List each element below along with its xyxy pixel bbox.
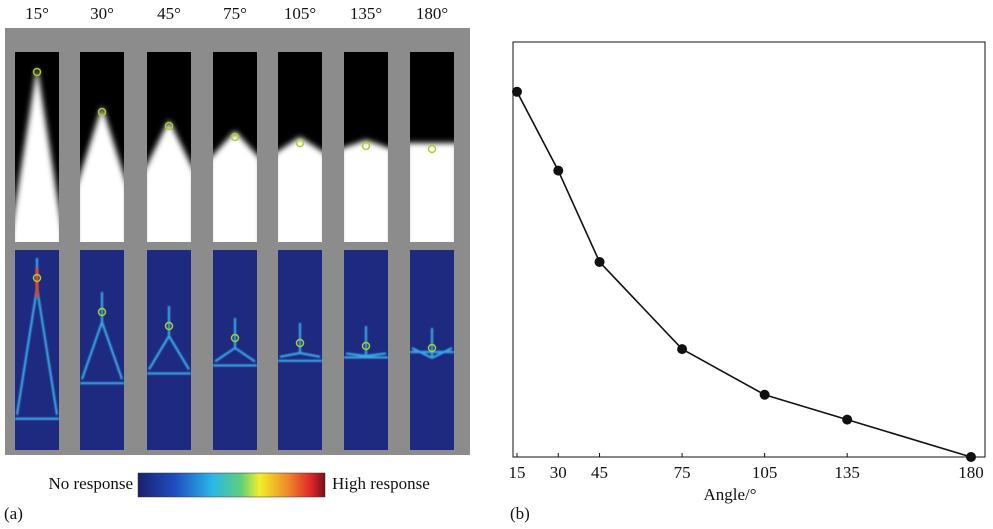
angle-label: 180° (416, 4, 448, 23)
edge-image (15, 52, 59, 242)
image-columns (15, 52, 454, 450)
detected-apex (97, 107, 107, 117)
response-bg (147, 250, 191, 450)
white-region (147, 120, 191, 242)
detected-apex (361, 141, 371, 151)
x-tick-label: 75 (674, 463, 691, 482)
response-lines (410, 328, 454, 359)
white-region (80, 106, 124, 242)
colorbar-high-label: High response (332, 474, 430, 493)
angle-label: 30° (90, 4, 114, 23)
response-lines (213, 318, 257, 367)
image-content (147, 52, 191, 242)
response-bg (213, 250, 257, 450)
edge-image (213, 52, 257, 242)
response-apex (295, 338, 305, 348)
response-lines (278, 323, 322, 362)
detected-apex (32, 67, 42, 77)
x-tick-label: 105 (752, 463, 778, 482)
data-point (553, 165, 564, 176)
response-lines (147, 306, 191, 375)
response-bg (80, 250, 124, 450)
x-tick-label: 15 (509, 463, 526, 482)
x-tick-label: 180 (958, 463, 984, 482)
response-apex (32, 273, 42, 283)
data-point (594, 256, 605, 267)
response-apex (361, 341, 371, 351)
data-point (512, 86, 522, 97)
data-point (842, 414, 853, 425)
edge-image (80, 52, 124, 242)
response-lines (80, 292, 124, 385)
image-content (213, 52, 257, 242)
angle-label: 15° (25, 4, 49, 23)
data-point (677, 344, 688, 355)
detected-apex (164, 121, 174, 131)
edge-image (147, 52, 191, 242)
white-region (15, 66, 59, 242)
detected-apex (230, 132, 240, 142)
image-content (344, 52, 388, 242)
response-apex (164, 321, 174, 331)
response-lines (344, 326, 388, 359)
x-tick-label: 45 (591, 463, 608, 482)
edge-image (344, 52, 388, 242)
detected-apex (295, 138, 305, 148)
colorbar-low-label: No response (48, 474, 133, 493)
white-region (344, 140, 388, 242)
angle-label: 135° (350, 4, 382, 23)
image-content (80, 52, 124, 242)
plot-frame (512, 41, 986, 458)
image-content (15, 52, 59, 242)
white-region (278, 137, 322, 242)
x-tick-label: 135 (834, 463, 860, 482)
edge-image (278, 52, 322, 242)
white-region (213, 131, 257, 242)
white-region (410, 143, 454, 242)
response-apex (97, 307, 107, 317)
data-line (516, 91, 972, 458)
angle-label: 105° (284, 4, 316, 23)
response-apex (427, 343, 437, 353)
colorbar (137, 472, 326, 498)
data-point (966, 452, 976, 462)
angle-label: 75° (223, 4, 247, 23)
x-tick-label: 30 (550, 463, 567, 482)
panel-label: (a) (4, 504, 23, 523)
data-point (759, 389, 770, 400)
image-content (278, 52, 322, 242)
edge-image (410, 52, 454, 242)
panel-label: (b) (510, 504, 530, 523)
angle-label: 45° (157, 4, 181, 23)
response-apex (230, 333, 240, 343)
x-axis-label: Angle/° (703, 485, 756, 504)
image-content (410, 52, 454, 242)
detected-apex (427, 144, 437, 154)
